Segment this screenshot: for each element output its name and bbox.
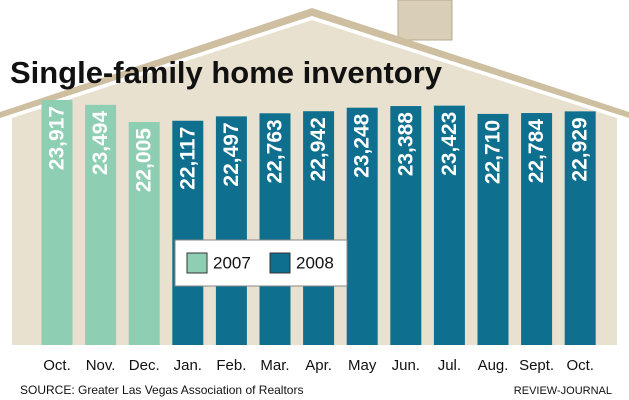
bar <box>390 106 422 345</box>
value-label: 22,929 <box>569 117 592 181</box>
bar <box>521 113 553 345</box>
value-label: 22,117 <box>176 127 199 190</box>
credit: REVIEW-JOURNAL <box>514 385 612 397</box>
value-label: 23,494 <box>89 111 112 176</box>
x-tick-label: Dec. <box>129 357 160 374</box>
x-tick-label: Mar. <box>260 357 289 374</box>
bar <box>564 111 596 345</box>
bar <box>477 113 509 345</box>
legend-label: 2007 <box>213 253 251 272</box>
x-tick-label: Feb. <box>216 357 246 374</box>
value-label: 22,710 <box>482 120 505 184</box>
value-label: 23,248 <box>351 113 374 178</box>
x-tick-label: Aug. <box>478 357 509 374</box>
bar <box>215 116 247 346</box>
x-tick-label: Jan. <box>174 357 202 374</box>
x-tick-label: Oct. <box>43 357 71 374</box>
value-label: 22,942 <box>307 117 330 181</box>
bar <box>128 122 160 345</box>
chart-title: Single-family home inventory <box>10 55 443 90</box>
legend-swatch <box>269 252 291 274</box>
value-label: 23,917 <box>46 106 69 170</box>
bar <box>172 120 204 346</box>
legend-swatch <box>186 252 208 274</box>
value-label: 22,784 <box>525 119 548 184</box>
x-tick-label: Sept. <box>519 357 554 374</box>
bar <box>259 113 291 346</box>
value-label: 22,497 <box>220 122 243 186</box>
chimney <box>397 0 453 41</box>
x-tick-label: Apr. <box>305 357 332 374</box>
x-tick-label: Jul. <box>438 357 461 374</box>
x-tick-label: Nov. <box>86 357 116 374</box>
bar <box>346 107 378 345</box>
bar <box>41 99 73 346</box>
value-label: 23,388 <box>394 112 417 177</box>
bar <box>433 105 465 345</box>
source: SOURCE: Greater Las Vegas Association of… <box>20 383 303 397</box>
value-label: 22,763 <box>264 119 287 183</box>
x-tick-label: Oct. <box>566 357 594 374</box>
bar <box>303 111 335 346</box>
value-label: 23,423 <box>438 112 461 176</box>
x-tick-label: May <box>348 357 377 374</box>
bar <box>85 104 117 346</box>
x-tick-label: Jun. <box>392 357 420 374</box>
value-label: 22,005 <box>133 128 156 193</box>
legend-label: 2008 <box>296 253 334 272</box>
